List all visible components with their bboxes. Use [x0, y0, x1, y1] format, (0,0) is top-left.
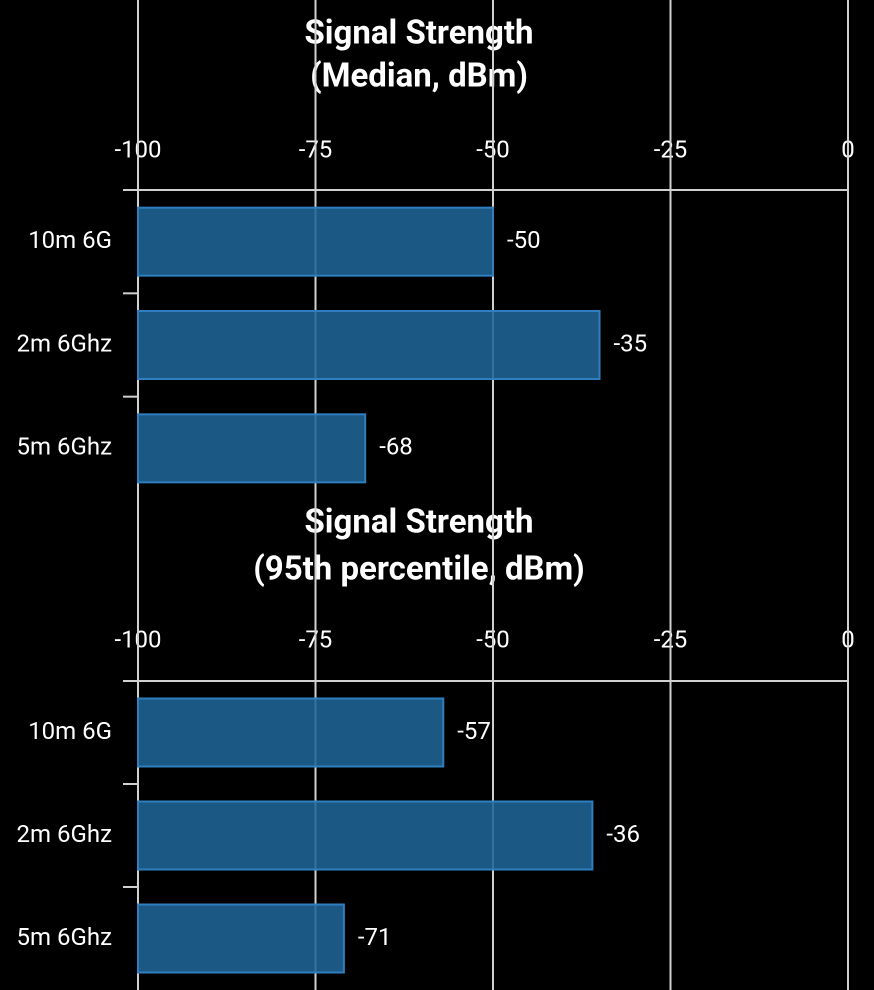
y-tick-label: 5m 6Ghz [17, 433, 113, 461]
chart-title: Signal Strength [304, 503, 533, 542]
value-label: -50 [507, 226, 541, 254]
chart-title: (95th percentile, dBm) [253, 550, 585, 589]
value-label: -35 [614, 329, 648, 357]
bar [137, 903, 345, 974]
y-tick-label: 5m 6Ghz [17, 923, 113, 951]
value-label: -71 [358, 923, 392, 951]
bar [137, 413, 367, 484]
bar [137, 206, 494, 277]
y-tick-label: 2m 6Ghz [17, 820, 113, 848]
bar [137, 800, 594, 871]
bar [137, 697, 445, 768]
chart-title: (Median, dBm) [310, 57, 528, 96]
chart-title: Signal Strength [304, 14, 533, 53]
value-label: -68 [379, 433, 413, 461]
y-tick-label: 2m 6Ghz [17, 329, 113, 357]
bar [137, 310, 601, 380]
value-label: -36 [606, 820, 640, 848]
value-label: -57 [457, 717, 491, 745]
y-tick-label: 10m 6G [28, 226, 112, 254]
y-tick-label: 10m 6G [28, 717, 112, 745]
